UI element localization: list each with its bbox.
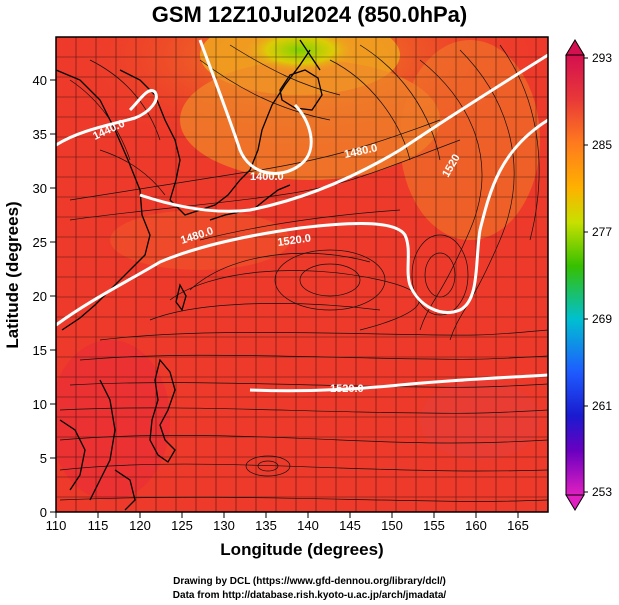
credit-drawing: Drawing by DCL (https://www.gfd-dennou.o…	[173, 576, 446, 587]
colorbar-label: 261	[592, 399, 612, 413]
y-tick-labels: 0 5 10 15 20 25 30 35 40 45	[33, 73, 47, 520]
x-tick-label: 130	[213, 518, 235, 533]
x-tick-label: 115	[88, 518, 109, 533]
plot-frame	[55, 36, 549, 513]
colorbar-bottom-arrow	[565, 494, 585, 511]
colorbar-label: 277	[592, 225, 612, 239]
y-tick-label: 35	[33, 127, 47, 142]
axis-ticks	[50, 79, 519, 518]
x-tick-label: 160	[465, 518, 487, 533]
colorbar-gradient	[565, 54, 585, 496]
y-axis-label: Latitude (degrees)	[3, 201, 22, 348]
y-tick-label: 0	[40, 505, 47, 520]
colorbar-top-arrow	[565, 39, 585, 56]
x-tick-label: 155	[423, 518, 445, 533]
x-tick-label: 140	[297, 518, 319, 533]
x-tick-label: 150	[381, 518, 403, 533]
y-tick-label: 10	[33, 397, 47, 412]
height-contours	[56, 39, 548, 393]
x-tick-labels: 110 115 120 125 130 135 140 145 150 155 …	[46, 518, 529, 533]
x-tick-label: 135	[255, 518, 277, 533]
colorbar-label: 269	[592, 312, 612, 326]
credit-data: Data from http://database.rish.kyoto-u.a…	[172, 590, 447, 601]
colorbar-label: 285	[592, 138, 612, 152]
colorbar: 293 285 277 269 261 253	[565, 39, 612, 511]
contour-label: 1520.0	[277, 232, 312, 249]
chart-title: GSM 12Z10Jul2024 (850.0hPa)	[151, 2, 468, 27]
x-tick-label: 145	[339, 518, 361, 533]
x-tick-label: 120	[129, 518, 151, 533]
temperature-field	[56, 37, 548, 512]
y-tick-label: 5	[40, 451, 47, 466]
colorbar-label: 253	[592, 485, 612, 499]
colorbar-label: 293	[592, 51, 612, 65]
y-tick-label: 15	[33, 343, 47, 358]
contour-label: 1520.0	[330, 383, 364, 395]
x-tick-label: 125	[171, 518, 193, 533]
y-tick-label: 20	[33, 289, 47, 304]
y-tick-label: 40	[33, 73, 47, 88]
x-tick-label: 110	[46, 518, 67, 533]
grid-lines	[56, 37, 548, 512]
contour-label: 1400.0	[250, 171, 284, 183]
y-tick-label: 25	[33, 235, 47, 250]
y-tick-label: 30	[33, 181, 47, 196]
x-tick-label: 165	[507, 518, 529, 533]
x-axis-label: Longitude (degrees)	[220, 540, 383, 559]
